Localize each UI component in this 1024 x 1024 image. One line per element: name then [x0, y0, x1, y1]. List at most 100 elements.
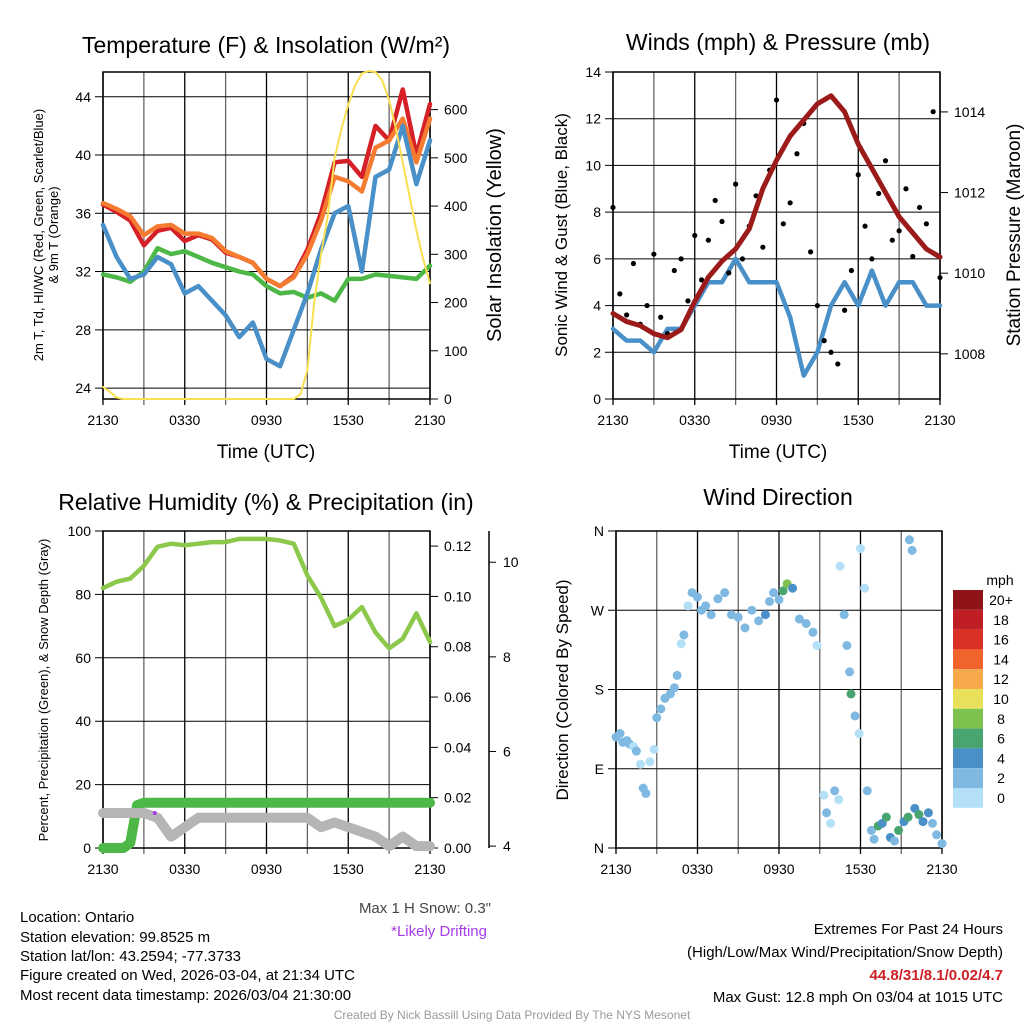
chart4-direction-point [754, 616, 764, 626]
chart2-series-gust-point [869, 256, 875, 262]
colorbar-bin [953, 728, 983, 749]
chart4-ytick-label: E [595, 761, 604, 777]
chart4-direction-point [860, 583, 870, 593]
chart1-ytick-label: 36 [75, 205, 91, 221]
chart4-direction-point [778, 586, 788, 596]
chart4-direction-point [676, 639, 686, 649]
elevation-text: Station elevation: 99.8525 m [20, 929, 210, 946]
chart2-ytick-label: 10 [585, 157, 601, 173]
chart4-ytick-label: W [591, 602, 605, 618]
chart1-series-hi-wc-line [100, 123, 433, 369]
chart4-direction-point [839, 610, 849, 620]
chart3-y2tick-label: 0.06 [444, 689, 471, 705]
chart3-series-precipitation-line [98, 797, 435, 853]
chart3-y3tick-label: 8 [503, 649, 511, 665]
chart1-xtick-label: 1530 [333, 412, 364, 428]
chart3-y3tick-label: 10 [503, 554, 519, 570]
colorbar-bin [953, 788, 983, 808]
colorbar-label: 10 [993, 691, 1009, 707]
chart1-series-td-line [100, 245, 433, 303]
chart4-direction-point [701, 601, 711, 611]
colorbar-title: mph [986, 572, 1013, 588]
chart4-plot-frame [615, 530, 943, 849]
colorbar-label: 2 [997, 770, 1005, 786]
chart3-y2tick-label: 0.02 [444, 790, 471, 806]
chart4-xtick-label: 0930 [763, 861, 794, 877]
chart2-ytick-label: 14 [585, 64, 601, 80]
chart3-y3tick-label: 4 [503, 838, 511, 854]
chart1-xtick-label: 2130 [414, 412, 445, 428]
chart2-y2tick-label: 1010 [954, 265, 985, 281]
chart1-y2tick-label: 200 [444, 295, 468, 311]
colorbar-bin [953, 629, 983, 650]
chart2-series-gust-point [889, 237, 895, 243]
chart4-direction-point [826, 818, 836, 828]
chart3-ytick-label: 80 [75, 586, 91, 602]
chart3-title: Relative Humidity (%) & Precipitation (i… [58, 489, 473, 515]
chart4-direction-point [854, 729, 864, 739]
drifting-note: *Likely Drifting [391, 923, 487, 940]
recent-timestamp-text: Most recent data timestamp: 2026/03/04 2… [20, 987, 351, 1004]
chart3-y2tick-label: 0.10 [444, 588, 471, 604]
chart4-direction-point [652, 713, 662, 723]
chart2-series-gust-point [780, 221, 786, 227]
chart1-series-9m-t-line [100, 116, 433, 289]
chart4-title: Wind Direction [703, 484, 853, 510]
chart1-ytick-label: 44 [75, 89, 91, 105]
chart4-direction-point [937, 839, 947, 849]
chart4-direction-point [835, 561, 845, 571]
chart1-xtick-label: 0930 [251, 412, 282, 428]
chart4-direction-point [812, 640, 822, 650]
chart2-series-gust-point [705, 237, 711, 243]
chart1-y2tick-label: 500 [444, 150, 468, 166]
chart4-direction-point [769, 588, 779, 598]
chart2-xtick-label: 0330 [679, 412, 710, 428]
chart3-y3tick-label: 6 [503, 743, 511, 759]
chart4-direction-point [645, 757, 655, 767]
chart1-xtick-label: 2130 [87, 412, 118, 428]
chart4-direction-point [834, 795, 844, 805]
chart4-direction-point [842, 640, 852, 650]
chart3-ytick-label: 20 [75, 777, 91, 793]
chart2-series-gust-point [807, 249, 814, 255]
chart2-series-gust-point [848, 267, 855, 274]
chart4-direction-point [706, 610, 716, 620]
chart2-series-gust-point [828, 349, 834, 355]
chart2-series-gust-point [842, 307, 848, 313]
created-text: Figure created on Wed, 2026-03-04, at 21… [20, 967, 355, 984]
max-gust-text: Max Gust: 12.8 mph On 03/04 at 1015 UTC [713, 989, 1003, 1006]
extremes-title: Extremes For Past 24 Hours [814, 921, 1003, 938]
chart2-series-gust-point [855, 172, 861, 178]
chart2-series-gust-point [651, 251, 657, 257]
chart2-series-gust-point [698, 277, 705, 283]
chart4-xtick-label: 1530 [845, 861, 876, 877]
chart1-title: Temperature (F) & Insolation (W/m²) [82, 32, 450, 58]
chart2-series-pressure-line [610, 93, 943, 341]
chart4-direction-point [733, 612, 743, 622]
colorbar-bin [953, 669, 983, 689]
chart3-ytick-label: 0 [83, 840, 91, 856]
chart4-direction-point [850, 711, 860, 721]
chart2-y2tick-label: 1008 [954, 346, 985, 362]
chart3-xtick-label: 0330 [169, 861, 200, 877]
chart1-y2tick-label: 0 [444, 391, 452, 407]
chart4-direction-point [907, 545, 917, 555]
chart3-y2tick-label: 0.08 [444, 639, 471, 655]
max-snow-text: Max 1 H Snow: 0.3" [359, 900, 491, 917]
chart2-ytick-label: 0 [593, 391, 601, 407]
chart4-direction-point [914, 810, 924, 820]
chart1-ylabel: 2m T, Td, HI/WC (Red, Green, Scarlet/Blu… [31, 109, 46, 361]
credit-text: Created By Nick Bassill Using Data Provi… [334, 1008, 691, 1022]
chart3-xtick-label: 1530 [333, 861, 364, 877]
chart2-ytick-label: 2 [593, 344, 601, 360]
chart2-ytick-label: 8 [593, 204, 601, 220]
chart3-y2tick-label: 0.04 [444, 739, 471, 755]
chart1-ytick-label: 32 [75, 264, 91, 280]
chart4-direction-point [801, 618, 811, 628]
chart2-series-gust-point [862, 223, 868, 229]
chart4-ytick-label: N [594, 523, 604, 539]
colorbar-bin [953, 768, 983, 788]
chart4-direction-point [683, 601, 693, 611]
chart4-direction-point [760, 610, 770, 620]
chart2-y2tick-label: 1014 [954, 104, 985, 120]
